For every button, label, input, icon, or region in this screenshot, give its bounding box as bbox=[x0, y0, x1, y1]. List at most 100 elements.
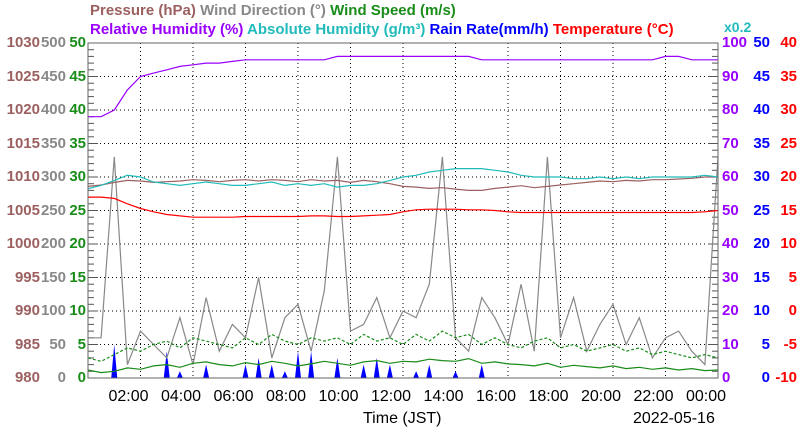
wind-speed-tick-label: 35 bbox=[69, 134, 86, 152]
x-tick-label: 18:00 bbox=[528, 388, 569, 405]
wind-direction-tick-label: 200 bbox=[40, 235, 66, 252]
humidity-tick-label: 20 bbox=[722, 302, 739, 319]
wind-direction-tick-label: 500 bbox=[40, 34, 66, 51]
wind-direction-tick-label: 450 bbox=[40, 67, 66, 85]
wind-direction-tick-label: 300 bbox=[40, 168, 66, 185]
legend-rain: Rain Rate(mm/h) bbox=[429, 21, 549, 38]
legend-abs-humidity: Absolute Humidity (g/m³) bbox=[247, 21, 426, 38]
x-tick-label: 12:00 bbox=[370, 388, 412, 405]
wind-direction-tick-label: 150 bbox=[40, 268, 66, 286]
plot-frame bbox=[87, 42, 719, 379]
rain-tick-label: 20 bbox=[753, 235, 770, 252]
wind-speed-tick-label: 20 bbox=[69, 235, 86, 252]
pressure-tick-label: 1025 bbox=[6, 67, 40, 85]
wind-speed-tick-label: 5 bbox=[77, 335, 86, 353]
wind-speed-tick-label: 10 bbox=[69, 302, 86, 319]
temperature-tick-label: -10 bbox=[775, 369, 797, 386]
x-tick-label: 02:00 bbox=[108, 388, 149, 405]
x-tick-label: 06:00 bbox=[213, 388, 254, 405]
pressure-tick-label: 1000 bbox=[6, 235, 40, 252]
temperature-tick-label: 40 bbox=[780, 34, 797, 51]
humidity-tick-label: 80 bbox=[722, 101, 739, 118]
pressure-tick-label: 985 bbox=[14, 335, 40, 353]
rain-tick-label: 5 bbox=[761, 335, 770, 353]
wind-speed-line bbox=[87, 357, 719, 374]
pressure-line bbox=[87, 176, 718, 191]
legend-humidity: Relative Humidity (%) bbox=[90, 21, 244, 38]
wind-direction-tick-label: 400 bbox=[40, 101, 66, 118]
humidity-tick-label: 30 bbox=[722, 268, 739, 286]
wind-speed-tick-label: 25 bbox=[69, 201, 86, 219]
wind-direction-tick-label: 50 bbox=[49, 335, 66, 353]
rain-tick-label: 40 bbox=[753, 101, 770, 118]
wind-direction-tick-label: 350 bbox=[40, 134, 66, 152]
humidity-tick-label: 100 bbox=[722, 34, 748, 51]
wind-direction-line bbox=[88, 156, 719, 366]
x-tick-label: 04:00 bbox=[160, 388, 202, 405]
temperature-tick-label: 5 bbox=[788, 268, 797, 286]
rain-tick-label: 25 bbox=[753, 201, 770, 219]
rain-tick-label: 0 bbox=[761, 369, 770, 386]
rain-tick-label: 45 bbox=[753, 67, 770, 85]
legend-row-2: Relative Humidity (%) Absolute Humidity … bbox=[90, 21, 674, 38]
temperature-tick-label: 0 bbox=[788, 302, 797, 319]
humidity-tick-label: 60 bbox=[722, 168, 739, 185]
temperature-line bbox=[88, 196, 719, 218]
x-tick-label: 00:00 bbox=[685, 388, 727, 405]
wind-speed-tick-label: 50 bbox=[69, 34, 86, 51]
pressure-tick-label: 990 bbox=[14, 302, 40, 319]
x-tick-label: 16:00 bbox=[475, 388, 517, 405]
wind-direction-tick-label: 0 bbox=[57, 369, 66, 386]
humidity-tick-label: 50 bbox=[722, 201, 739, 219]
x-tick-label: 14:00 bbox=[423, 388, 464, 405]
abs-humidity-scale-note: x0.2 bbox=[724, 19, 752, 35]
pressure-tick-label: 1005 bbox=[6, 201, 40, 219]
wind-speed-tick-label: 45 bbox=[69, 67, 86, 85]
humidity-tick-label: 70 bbox=[722, 134, 739, 152]
temperature-tick-label: 35 bbox=[780, 67, 797, 85]
legend-wind-direction: Wind Direction (°) bbox=[200, 2, 326, 19]
temperature-tick-label: 15 bbox=[780, 201, 797, 219]
rain-tick-label: 10 bbox=[753, 302, 770, 319]
legend-wind-speed: Wind Speed (m/s) bbox=[330, 2, 456, 19]
wind-direction-tick-label: 250 bbox=[40, 201, 66, 219]
wind-speed-tick-label: 0 bbox=[77, 369, 86, 386]
temperature-tick-label: 10 bbox=[780, 235, 797, 252]
rain-tick-label: 30 bbox=[753, 168, 770, 185]
temperature-tick-label: 25 bbox=[780, 134, 797, 152]
x-axis-label: Time (JST) bbox=[363, 410, 442, 427]
rain-tick-label: 35 bbox=[753, 134, 770, 152]
pressure-tick-label: 1030 bbox=[6, 34, 40, 51]
legend-row-1: Pressure (hPa) Wind Direction (°) Wind S… bbox=[90, 2, 456, 19]
humidity-tick-label: 0 bbox=[722, 369, 731, 386]
x-tick-label: 10:00 bbox=[318, 388, 359, 405]
x-tick-label: 22:00 bbox=[633, 388, 674, 405]
humidity-tick-label: 40 bbox=[722, 235, 739, 252]
date-label: 2022-05-16 bbox=[633, 410, 715, 427]
pressure-tick-label: 1010 bbox=[6, 168, 40, 185]
pressure-tick-label: 995 bbox=[14, 268, 40, 286]
legend-pressure: Pressure (hPa) bbox=[90, 2, 196, 19]
wind-direction-tick-label: 100 bbox=[40, 302, 66, 319]
temperature-tick-label: -5 bbox=[783, 335, 797, 353]
humidity-tick-label: 90 bbox=[722, 67, 739, 85]
temperature-tick-label: 30 bbox=[780, 101, 797, 118]
humidity-tick-label: 10 bbox=[722, 335, 739, 353]
pressure-tick-label: 1015 bbox=[6, 134, 40, 152]
pressure-tick-label: 980 bbox=[14, 369, 40, 386]
temperature-tick-label: 20 bbox=[780, 168, 797, 185]
wind-gust-line bbox=[87, 330, 719, 362]
x-tick-label: 08:00 bbox=[265, 388, 307, 405]
x-tick-label: 20:00 bbox=[580, 388, 622, 405]
legend-temperature: Temperature (°C) bbox=[552, 21, 674, 38]
abs-humidity-line bbox=[87, 168, 719, 190]
wind-speed-tick-label: 30 bbox=[69, 168, 86, 185]
rain-tick-label: 50 bbox=[753, 34, 770, 51]
wind-speed-tick-label: 15 bbox=[69, 268, 86, 286]
wind-speed-tick-label: 40 bbox=[69, 101, 86, 118]
rain-tick-label: 15 bbox=[753, 268, 770, 286]
pressure-tick-label: 1020 bbox=[6, 101, 40, 118]
humidity-line bbox=[88, 55, 718, 118]
